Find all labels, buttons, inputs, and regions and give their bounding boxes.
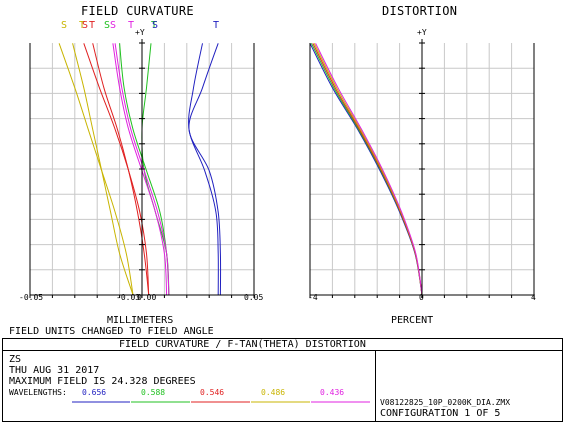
fc-series-9-curve bbox=[188, 43, 222, 296]
field-curvature-axes bbox=[29, 39, 255, 298]
distortion-yaxis-label: +Y bbox=[417, 28, 427, 37]
dist-xtick-label: 4 bbox=[531, 293, 536, 302]
fc-label-s-yellow: S bbox=[61, 20, 68, 31]
lens-filename: V08122825_10P_0200K_DIA.ZMX bbox=[380, 398, 511, 407]
dist-xtick-label: 0 bbox=[419, 293, 424, 302]
fc-xtick-label: 0.05 bbox=[244, 293, 264, 302]
fc-label-s-green: S bbox=[104, 20, 111, 31]
fc-series-6-curve bbox=[114, 43, 170, 296]
fc-label-s-magenta: S bbox=[110, 20, 117, 31]
field-curvature-curves bbox=[58, 43, 222, 296]
fc-label-s-red: S bbox=[82, 20, 89, 31]
wavelength-value: 0.486 bbox=[261, 388, 286, 397]
fc-xtick-label: -0.05 bbox=[19, 293, 44, 302]
configuration-label: CONFIGURATION 1 OF 5 bbox=[380, 408, 501, 419]
fc-label-s-blue: S bbox=[152, 20, 159, 31]
wavelength-value: 0.436 bbox=[320, 388, 345, 397]
dist-series-4-curve bbox=[315, 43, 423, 296]
fc-label-t-blue: T bbox=[213, 20, 220, 31]
fc-label-t-yellow: T bbox=[79, 20, 86, 31]
wavelength-value: 0.588 bbox=[141, 388, 166, 397]
distortion-curves bbox=[309, 43, 423, 296]
footer-title: FIELD CURVATURE / F-TAN(THETA) DISTORTIO… bbox=[119, 339, 366, 350]
fc-series-1-curve bbox=[72, 43, 134, 296]
wavelengths-label: WAVELENGTHS: bbox=[9, 388, 67, 397]
analysis-date: THU AUG 31 2017 bbox=[9, 365, 100, 376]
fc-xtick-label: 0.00 bbox=[137, 293, 157, 302]
footer-right-panel bbox=[375, 350, 563, 422]
fc-yaxis-label: +Y bbox=[135, 28, 145, 37]
distortion-axes bbox=[309, 39, 535, 298]
wavelength-value: 0.546 bbox=[200, 388, 225, 397]
fc-series-3-curve bbox=[92, 43, 150, 296]
distortion-title: DISTORTION bbox=[382, 4, 458, 18]
max-field-text: MAXIMUM FIELD IS 24.328 DEGREES bbox=[9, 376, 196, 387]
fc-label-t-green: T bbox=[151, 20, 158, 31]
fc-xtick-label: -0.03 bbox=[116, 293, 141, 302]
dist-xtick-label: -4 bbox=[308, 293, 318, 302]
program-name: ZS bbox=[9, 354, 22, 365]
field-units-note: FIELD UNITS CHANGED TO FIELD ANGLE bbox=[9, 326, 214, 337]
field-curvature-title: FIELD CURVATURE bbox=[81, 4, 194, 18]
fc-label-t-red: T bbox=[89, 20, 96, 31]
fc-xaxis-label: MILLIMETERS bbox=[107, 315, 174, 326]
fc-label-t-magenta: T bbox=[128, 20, 135, 31]
wavelength-value: 0.656 bbox=[82, 388, 107, 397]
distortion-xaxis-label: PERCENT bbox=[391, 315, 434, 326]
fc-series-8-curve bbox=[188, 43, 219, 296]
